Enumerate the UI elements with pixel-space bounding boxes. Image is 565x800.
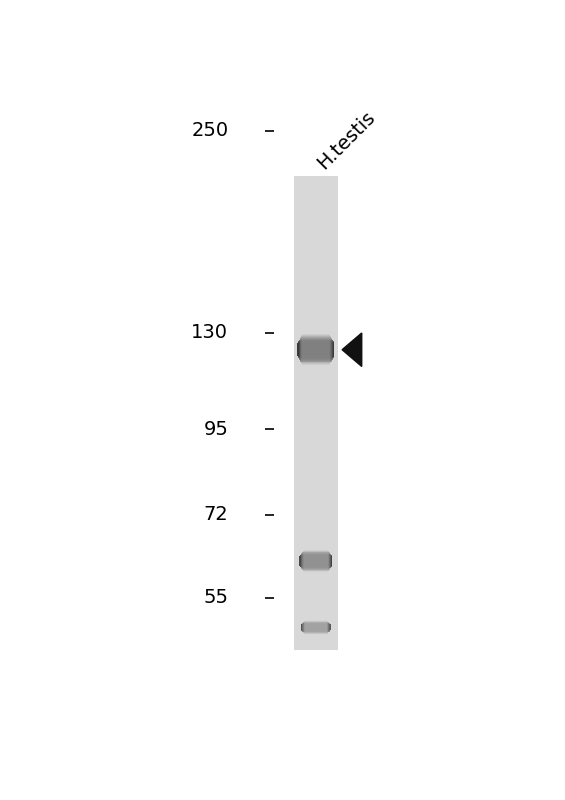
Bar xyxy=(299,341,333,359)
Bar xyxy=(302,553,330,569)
Bar xyxy=(302,334,329,366)
Bar xyxy=(302,552,329,570)
Bar xyxy=(304,550,328,573)
Bar xyxy=(302,623,329,631)
Bar xyxy=(302,623,330,631)
Bar xyxy=(305,620,327,634)
Bar xyxy=(301,335,331,364)
Text: 250: 250 xyxy=(191,122,228,141)
Bar xyxy=(299,339,333,360)
Bar xyxy=(301,624,331,631)
Text: H.testis: H.testis xyxy=(314,108,379,173)
Bar xyxy=(300,338,332,362)
Bar xyxy=(294,176,338,650)
Bar xyxy=(303,550,328,572)
Bar xyxy=(299,338,332,361)
Bar xyxy=(305,621,327,634)
Bar xyxy=(299,556,332,566)
Text: 95: 95 xyxy=(203,420,228,439)
Text: 55: 55 xyxy=(203,589,228,607)
Bar xyxy=(300,555,332,567)
Bar xyxy=(302,622,329,632)
Bar xyxy=(303,551,329,571)
Bar xyxy=(298,342,334,358)
Bar xyxy=(301,336,331,363)
Bar xyxy=(302,552,330,570)
Text: 72: 72 xyxy=(203,506,228,524)
Bar xyxy=(298,342,333,358)
Bar xyxy=(301,624,331,630)
Bar xyxy=(301,554,331,568)
Polygon shape xyxy=(342,333,362,366)
Bar xyxy=(297,343,334,357)
Bar xyxy=(303,622,328,633)
Bar xyxy=(300,555,332,566)
Bar xyxy=(303,622,328,633)
Text: 130: 130 xyxy=(192,323,228,342)
Bar xyxy=(304,621,328,634)
Bar xyxy=(303,550,329,571)
Bar xyxy=(302,334,330,365)
Bar xyxy=(305,621,327,634)
Bar xyxy=(301,554,331,569)
Bar xyxy=(301,337,331,362)
Bar xyxy=(303,622,329,632)
